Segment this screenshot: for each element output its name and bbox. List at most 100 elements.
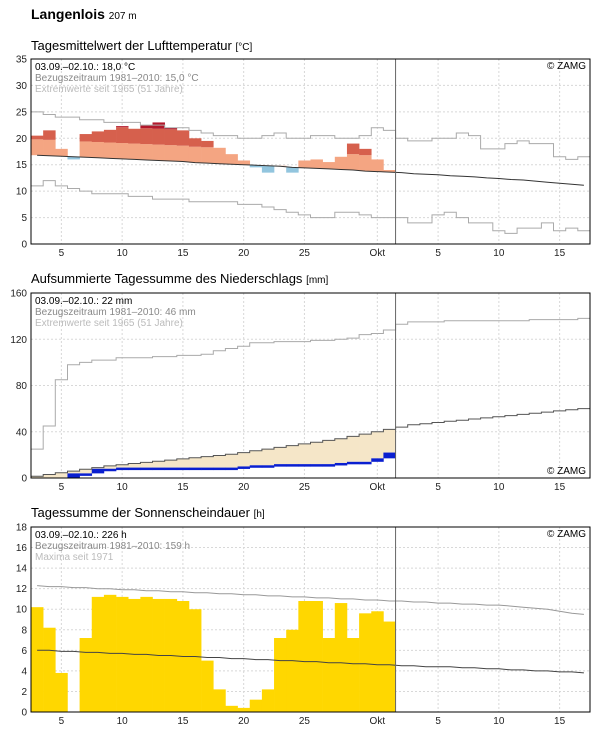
sunshine-bar [346, 638, 360, 712]
temp-anomaly-bar [128, 128, 141, 144]
temp-anomaly-bar [91, 141, 105, 158]
precipitation-chart-title: Aufsummierte Tagessumme des Niederschlag… [31, 271, 328, 286]
x-tick-label: 15 [177, 248, 189, 259]
x-tick-label: 15 [177, 716, 189, 727]
x-tick-label: 10 [493, 716, 505, 727]
precip-deficit-area [286, 445, 299, 465]
y-tick-label: 4 [21, 666, 27, 677]
precip-observed-step [213, 467, 226, 471]
temp-anomaly-bar [43, 139, 56, 156]
precip-observed-step [201, 467, 214, 471]
x-tick-label: 20 [238, 248, 250, 259]
chart-panel-2: 0 2 4 6 8 10 12 14 16 18 5 10 15 20 25 Okt 5 10 15 03.09.–0… [16, 523, 591, 727]
temp-anomaly-bar [176, 145, 190, 162]
plot-frame [30, 292, 591, 479]
info-line-0: 03.09.–02.10.: 22 mm [35, 296, 132, 307]
x-tick-label: Okt [370, 248, 386, 259]
precip-deficit-area [79, 469, 93, 474]
copyright-label: © ZAMG [547, 61, 586, 72]
sunshine-bar [383, 621, 396, 712]
precip-observed-step [334, 462, 348, 466]
temp-anomaly-bar [152, 128, 165, 145]
precip-deficit-area [383, 429, 396, 453]
info-line-0: 03.09.–02.10.: 18,0 °C [35, 62, 135, 73]
precip-observed-step [164, 467, 178, 471]
y-tick-label: 2 [21, 687, 27, 698]
temp-anomaly-bar [43, 130, 56, 140]
precip-deficit-area [310, 442, 323, 465]
precip-deficit-area [371, 431, 384, 459]
sunshine-bar [116, 596, 129, 712]
temp-anomaly-bar [116, 126, 129, 128]
temp-anomaly-bar [128, 143, 141, 160]
temp-anomaly-bar [237, 160, 251, 165]
precip-observed-step [237, 466, 251, 469]
info-line-2: Maxima seit 1971 [35, 552, 114, 563]
precip-deficit-area [176, 458, 190, 468]
sunshine-bar [128, 598, 141, 712]
temp-anomaly-bar [249, 165, 263, 168]
y-tick-label: 8 [21, 625, 27, 636]
temp-anomaly-bar [225, 154, 238, 165]
precip-observed-step [79, 473, 93, 476]
temp-anomaly-bar [164, 127, 178, 130]
y-tick-label: 0 [21, 474, 27, 485]
y-tick-label: 0 [21, 708, 27, 719]
x-tick-label: 5 [59, 248, 65, 259]
precip-observed-step [310, 464, 323, 467]
x-tick-label: 15 [554, 248, 566, 259]
y-tick-label: 15 [16, 160, 28, 171]
precipitation-unit: [mm] [306, 275, 329, 286]
plot-frame [30, 526, 591, 713]
precip-observed-step [371, 458, 384, 462]
temp-anomaly-bar [201, 140, 214, 148]
y-tick-label: 160 [10, 289, 27, 300]
x-tick-label: Okt [370, 482, 386, 493]
temp-anomaly-bar [79, 141, 93, 158]
x-tick-label: 20 [238, 716, 250, 727]
precip-deficit-area [359, 434, 372, 462]
precip-deficit-area [103, 465, 117, 469]
temp-anomaly-bar [188, 146, 202, 163]
precip-deficit-area [140, 462, 153, 468]
sunshine-bar [298, 601, 311, 712]
precip-observed-step [116, 467, 129, 471]
temp-anomaly-bar [140, 144, 153, 160]
precip-observed-step [286, 464, 299, 467]
temp-anomaly-bar [140, 128, 153, 145]
sunshine-bar [310, 601, 323, 712]
sunshine-bar [334, 603, 348, 712]
x-tick-label: Okt [370, 716, 386, 727]
temperature-unit: [°C] [235, 42, 253, 53]
copyright-label: © ZAMG [547, 529, 586, 540]
y-tick-label: 14 [16, 564, 28, 575]
precip-deficit-area [334, 438, 348, 463]
temp-anomaly-bar [67, 156, 80, 160]
y-tick-label: 16 [16, 543, 28, 554]
x-tick-label: 10 [493, 482, 505, 493]
y-tick-label: 35 [16, 55, 28, 66]
temp-max-line [31, 111, 590, 160]
precip-max-line [31, 317, 590, 450]
temp-anomaly-bar [116, 143, 129, 159]
precip-observed-step [176, 467, 190, 471]
precip-deficit-area [322, 440, 336, 465]
info-line-1: Bezugszeitraum 1981–2010: 159 h [35, 541, 190, 552]
x-tick-label: 25 [299, 482, 311, 493]
sunshine-bar [371, 611, 384, 712]
temp-min-line [31, 180, 590, 234]
y-tick-label: 18 [16, 523, 28, 534]
chart-panel-0: 0 5 10 15 20 25 30 35 5 10 15 20 25 Okt 5 10 15 03.09.–02… [16, 55, 591, 259]
sunshine-unit: [h] [253, 509, 265, 520]
sunshine-max-line [37, 585, 584, 615]
temp-anomaly-bar [103, 142, 117, 159]
sunshine-bar [225, 705, 238, 712]
temp-anomaly-bar [55, 148, 68, 157]
precip-observed-step [140, 467, 153, 471]
y-tick-label: 120 [10, 335, 27, 346]
temp-anomaly-bar [213, 147, 226, 164]
y-tick-label: 5 [21, 213, 27, 224]
temp-anomaly-bar [261, 165, 275, 173]
info-line-2: Extremwerte seit 1965 (51 Jahre) [35, 84, 183, 95]
precip-deficit-area [55, 472, 68, 478]
